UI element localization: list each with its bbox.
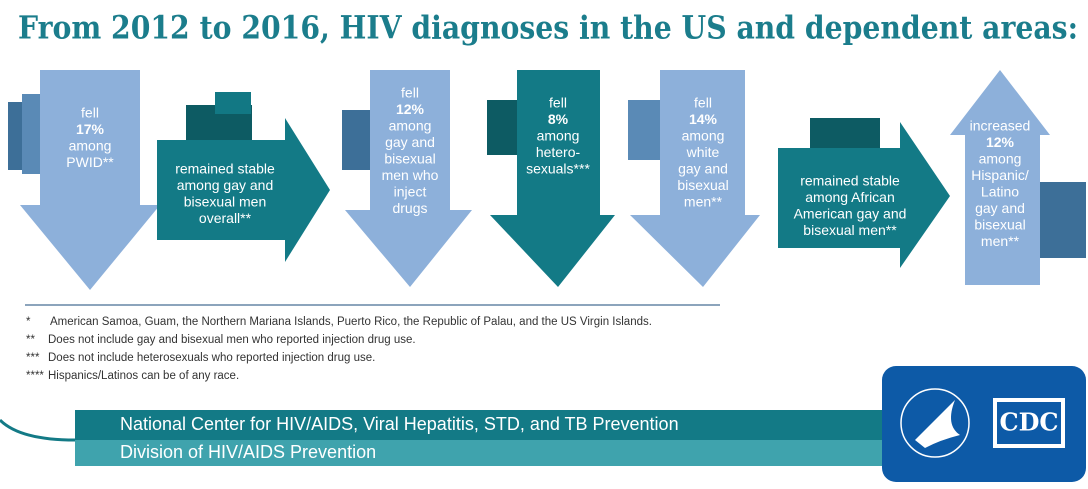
arrow-text: remained stable xyxy=(800,173,900,189)
arrow-text: fell xyxy=(694,95,712,111)
arrow-text: American gay and xyxy=(794,206,907,222)
arrow-text: white xyxy=(686,144,720,160)
arrow-text: among xyxy=(537,128,580,144)
arrow-text: drugs xyxy=(392,200,427,216)
title: From 2012 to 2016, HIV diagnoses in the … xyxy=(18,9,1078,47)
ribbon xyxy=(1036,182,1086,258)
ribbon xyxy=(810,118,880,152)
arrow-text: among gay and xyxy=(177,177,274,193)
footnote-marker: **** xyxy=(26,370,44,382)
arrow-text: among xyxy=(389,118,432,134)
hhs-eagle xyxy=(915,400,960,448)
cdc-box-inner xyxy=(997,402,1061,444)
arrow-text: men** xyxy=(981,233,1020,249)
arrow-text: gay and xyxy=(385,134,435,150)
arrow-text: bisexual xyxy=(677,177,728,193)
ribbon xyxy=(22,94,44,174)
arrow-text: inject xyxy=(394,184,427,200)
footer-center: National Center for HIV/AIDS, Viral Hepa… xyxy=(120,414,679,434)
arrow-text: bisexual men** xyxy=(803,222,897,238)
down-arrow xyxy=(20,70,160,290)
arrow-text: overall** xyxy=(199,210,252,226)
arrow-text: fell xyxy=(81,105,99,121)
arrow-text: 12% xyxy=(986,134,1015,150)
cdc-logo: CDC xyxy=(999,408,1058,437)
ribbon xyxy=(215,92,251,114)
arrow-text: among xyxy=(69,138,112,154)
arrow-text: increased xyxy=(970,118,1031,134)
arrow-text: fell xyxy=(549,95,567,111)
arrow-text: fell xyxy=(401,85,419,101)
arrow-text: men** xyxy=(684,194,723,210)
arrow-text: 12% xyxy=(396,101,425,117)
down-arrow xyxy=(630,70,760,287)
arrow-text: 14% xyxy=(689,111,718,127)
arrow-text: 8% xyxy=(548,111,569,127)
footnote-text: Hispanics/Latinos can be of any race. xyxy=(48,370,239,382)
arrow-text: bisexual men xyxy=(184,194,267,210)
down-arrow xyxy=(490,70,615,287)
arrow-text: PWID** xyxy=(66,154,114,170)
ribbon xyxy=(487,100,519,155)
arrow-text: among African xyxy=(805,189,895,205)
hhs-seal xyxy=(900,388,970,458)
logo-box xyxy=(882,366,1086,482)
footnote-marker: ** xyxy=(26,334,35,346)
right-arrow xyxy=(157,118,330,262)
arrow-text: men who xyxy=(382,167,439,183)
arrow-text: gay and xyxy=(678,161,728,177)
footer-bar xyxy=(75,410,885,440)
footer-bar xyxy=(75,440,885,466)
arrow-text: bisexual xyxy=(384,151,435,167)
arrow-text: gay and xyxy=(975,200,1025,216)
arrow-text: bisexual xyxy=(974,217,1025,233)
ribbon xyxy=(628,100,662,160)
down-arrow xyxy=(345,70,472,287)
footnote-text: Does not include heterosexuals who repor… xyxy=(48,352,375,364)
arrow-text: among xyxy=(979,151,1022,167)
footer-curve xyxy=(0,418,76,442)
arrow-text: hetero- xyxy=(536,144,581,160)
footnote-text: Does not include gay and bisexual men wh… xyxy=(48,334,416,346)
footnote-marker: *** xyxy=(26,352,40,364)
arrow-text: 17% xyxy=(76,121,105,137)
up-arrow xyxy=(950,70,1050,285)
arrow-text: Latino xyxy=(981,184,1019,200)
footnote-marker: * xyxy=(26,316,31,328)
arrow-text: among xyxy=(682,128,725,144)
arrow-text: remained stable xyxy=(175,161,275,177)
footer-division: Division of HIV/AIDS Prevention xyxy=(120,442,376,462)
footnote-text: American Samoa, Guam, the Northern Maria… xyxy=(50,316,652,328)
arrow-text: sexuals*** xyxy=(526,161,590,177)
arrow-text: Hispanic/ xyxy=(971,167,1029,183)
ribbon xyxy=(342,110,372,170)
right-arrow xyxy=(778,122,950,268)
